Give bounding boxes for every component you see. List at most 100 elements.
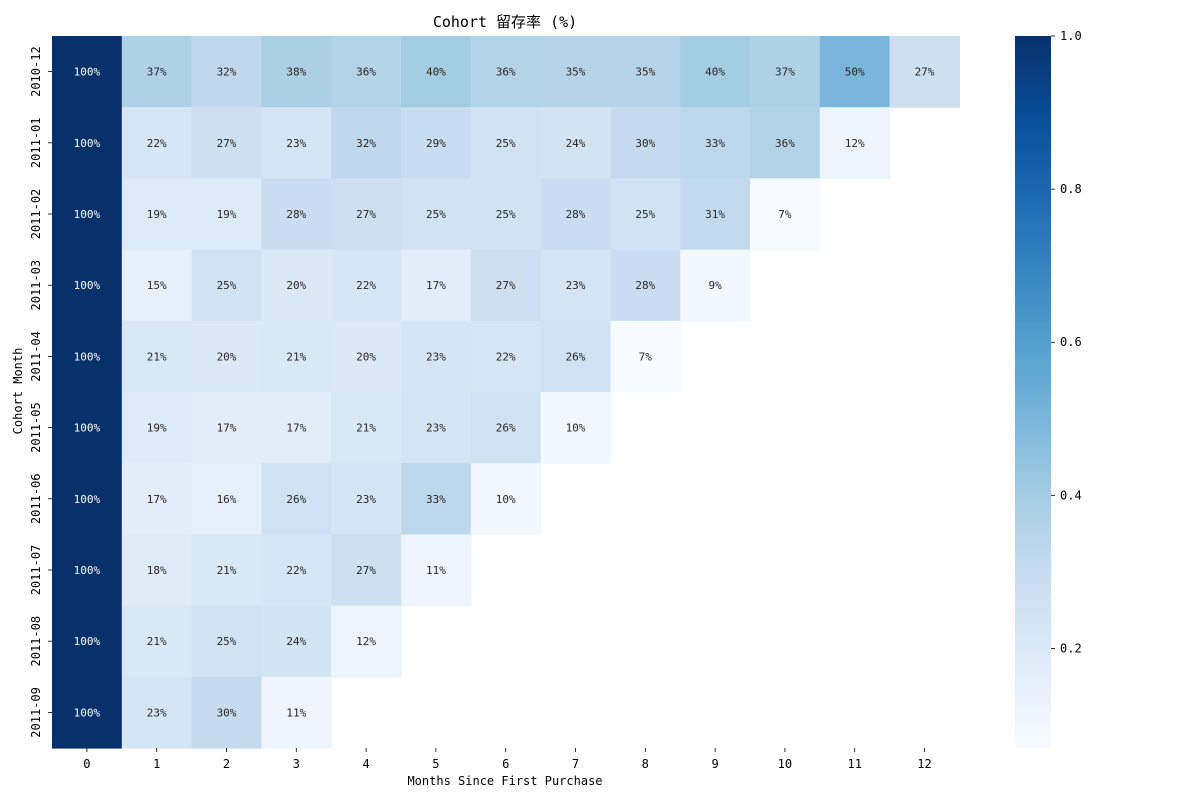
y-tick-label: 2011-07 xyxy=(29,545,43,596)
heatmap-cell xyxy=(540,392,611,464)
heatmap-cell xyxy=(401,392,472,464)
colorbar-tick-label: 1.0 xyxy=(1060,29,1082,43)
heatmap-cell xyxy=(52,107,123,179)
colorbar-tick-label: 0.6 xyxy=(1060,335,1082,349)
heatmap-cell xyxy=(121,463,193,535)
heatmap-cell xyxy=(610,249,681,322)
heatmap-cell xyxy=(470,178,542,251)
y-tick-label: 2011-03 xyxy=(29,260,43,311)
heatmap-cell xyxy=(680,107,751,179)
heatmap-cell xyxy=(470,392,542,464)
heatmap-cell-label: 28% xyxy=(566,208,586,221)
heatmap-cell xyxy=(331,178,402,251)
heatmap-cell-label: 100% xyxy=(74,422,101,435)
heatmap-cell xyxy=(680,178,751,251)
heatmap-cell-label: 100% xyxy=(74,493,101,506)
heatmap-cell xyxy=(331,392,402,464)
heatmap-cell-label: 23% xyxy=(147,706,167,719)
heatmap-cell-label: 21% xyxy=(356,422,376,435)
heatmap-cell-label: 26% xyxy=(286,493,306,506)
heatmap-cell xyxy=(121,178,193,251)
x-tick-label: 12 xyxy=(917,757,931,771)
heatmap-cell-label: 33% xyxy=(426,493,446,506)
heatmap-cell-label: 25% xyxy=(496,208,516,221)
y-tick-label: 2011-09 xyxy=(29,687,43,738)
heatmap-cell xyxy=(331,605,402,678)
heatmap-cell xyxy=(52,463,123,535)
heatmap-cell-label: 25% xyxy=(217,279,237,292)
heatmap-cell xyxy=(610,107,681,179)
heatmap-cell xyxy=(191,178,262,251)
heatmap-cell-label: 36% xyxy=(496,66,516,79)
y-tick-label: 2011-04 xyxy=(29,331,43,382)
x-tick-label: 6 xyxy=(502,757,509,771)
heatmap-cell-label: 20% xyxy=(286,279,306,292)
heatmap-cell xyxy=(52,178,123,251)
heatmap-cell-label: 100% xyxy=(74,208,101,221)
heatmap-cell xyxy=(261,178,332,251)
heatmap-cell-label: 25% xyxy=(496,137,516,150)
heatmap-cell-label: 7% xyxy=(639,350,653,363)
heatmap-cell xyxy=(331,249,402,322)
heatmap-cell-label: 10% xyxy=(566,422,586,435)
heatmap-cell-label: 32% xyxy=(217,66,237,79)
heatmap-cell-label: 26% xyxy=(496,422,516,435)
heatmap-cell xyxy=(191,392,262,464)
heatmap-cell-label: 100% xyxy=(74,279,101,292)
heatmap-cell xyxy=(750,107,821,179)
heatmap-cell xyxy=(680,249,751,322)
heatmap-cell xyxy=(191,534,262,607)
heatmap-cell-label: 28% xyxy=(635,279,655,292)
heatmap-cell xyxy=(52,534,123,607)
heatmap-cell-label: 30% xyxy=(217,706,237,719)
heatmap-cell-label: 22% xyxy=(286,564,306,577)
heatmap-cell-label: 18% xyxy=(147,564,167,577)
heatmap-cell-label: 22% xyxy=(356,279,376,292)
heatmap-cell xyxy=(121,676,193,749)
heatmap-cell-label: 23% xyxy=(566,279,586,292)
heatmap-cell xyxy=(401,107,472,179)
heatmap-cell-label: 36% xyxy=(775,137,795,150)
heatmap-cell xyxy=(401,320,472,393)
heatmap-cell xyxy=(52,605,123,678)
heatmap-cell-label: 12% xyxy=(845,137,865,150)
heatmap-cell-label: 29% xyxy=(426,137,446,150)
heatmap-cell xyxy=(889,36,960,108)
heatmap-cell xyxy=(191,107,262,179)
heatmap-cell-label: 19% xyxy=(147,208,167,221)
heatmap-cell xyxy=(261,107,332,179)
x-tick-label: 0 xyxy=(83,757,90,771)
heatmap-cell-label: 100% xyxy=(74,635,101,648)
heatmap-cell xyxy=(401,178,472,251)
heatmap-cell xyxy=(121,36,193,108)
heatmap-cell-label: 21% xyxy=(286,350,306,363)
heatmap-cell xyxy=(540,107,611,179)
heatmap-cell xyxy=(261,534,332,607)
heatmap-cell xyxy=(331,534,402,607)
heatmap-cell-label: 23% xyxy=(356,493,376,506)
heatmap-cell xyxy=(191,605,262,678)
x-tick-label: 5 xyxy=(432,757,439,771)
x-tick-label: 8 xyxy=(642,757,649,771)
heatmap-cell-label: 38% xyxy=(286,66,306,79)
heatmap-cell-label: 17% xyxy=(426,279,446,292)
heatmap-cell xyxy=(191,249,262,322)
heatmap-cell-label: 27% xyxy=(217,137,237,150)
chart-title: Cohort 留存率 (%) xyxy=(433,13,577,31)
x-tick-label: 11 xyxy=(847,757,861,771)
heatmap-cell-label: 36% xyxy=(356,66,376,79)
heatmap-cell xyxy=(470,320,542,393)
heatmap-cell xyxy=(121,320,193,393)
heatmap-cell xyxy=(470,249,542,322)
heatmap-cell-label: 100% xyxy=(74,706,101,719)
heatmap-cell xyxy=(540,178,611,251)
heatmap-cell-label: 100% xyxy=(74,137,101,150)
heatmap-cell-label: 40% xyxy=(705,66,725,79)
x-tick-label: 2 xyxy=(223,757,230,771)
heatmap-cell xyxy=(52,392,123,464)
heatmap-cell-label: 21% xyxy=(217,564,237,577)
heatmap-cell xyxy=(750,36,821,108)
x-tick-label: 4 xyxy=(362,757,369,771)
heatmap-cell xyxy=(331,36,402,108)
